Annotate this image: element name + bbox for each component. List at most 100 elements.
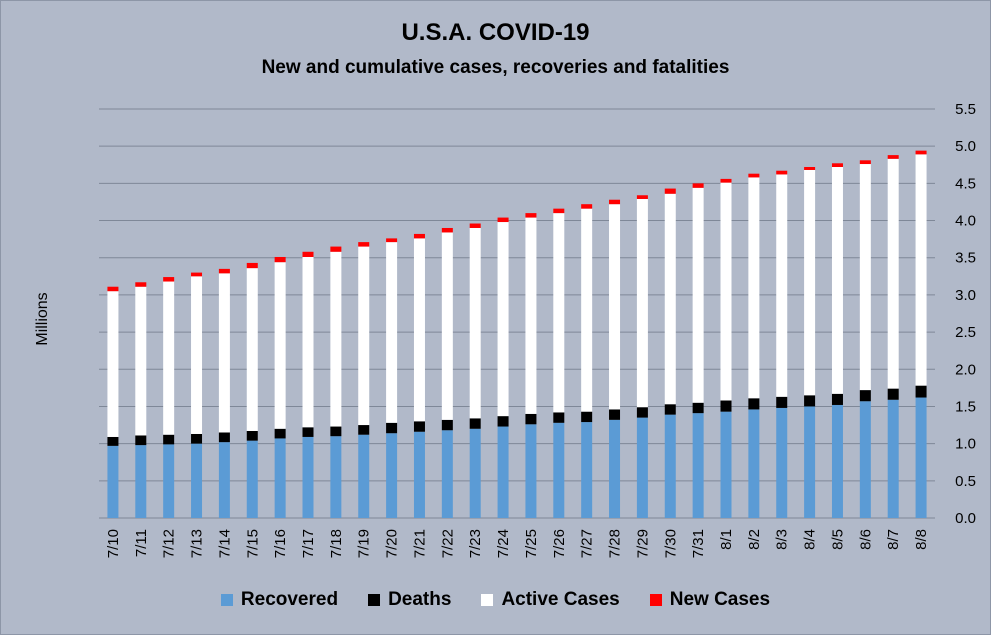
bar-segment-new-cases bbox=[386, 238, 398, 243]
bar-segment-recovered bbox=[748, 409, 760, 518]
bar-segment-deaths bbox=[859, 390, 871, 402]
bar-stack-7-11 bbox=[135, 282, 147, 518]
bar-segment-active-cases bbox=[330, 251, 342, 427]
bar-segment-recovered bbox=[135, 445, 147, 518]
bar-segment-new-cases bbox=[302, 251, 314, 257]
bar-segment-active-cases bbox=[191, 276, 203, 434]
bar-segment-new-cases bbox=[135, 282, 147, 287]
bar-segment-recovered bbox=[469, 428, 481, 518]
bar-segment-active-cases bbox=[636, 198, 648, 408]
legend-item-new-cases: New Cases bbox=[649, 589, 771, 611]
legend-item-active-cases: Active Cases bbox=[481, 589, 620, 611]
bar-stack-8-4 bbox=[804, 167, 816, 518]
bar-stack-8-3 bbox=[776, 170, 788, 518]
bar-segment-new-cases bbox=[831, 163, 843, 168]
bar-stack-7-16 bbox=[274, 256, 286, 518]
x-tick-label: 7/11 bbox=[133, 529, 150, 557]
bar-segment-recovered bbox=[218, 442, 230, 518]
bar-segment-new-cases bbox=[887, 155, 899, 159]
x-tick-label: 8/1 bbox=[718, 529, 735, 550]
bar-segment-new-cases bbox=[664, 188, 676, 194]
x-tick-labels: 7/10 7/11 7/12 7/13 7/14 7/15 7/16 7/17 7/18 7/19… bbox=[105, 529, 930, 558]
bar-segment-recovered bbox=[497, 426, 509, 518]
bar-segment-active-cases bbox=[274, 262, 286, 429]
y-tick-label: 1.0 bbox=[955, 436, 976, 453]
legend-swatch bbox=[368, 594, 381, 606]
x-tick-label: 7/24 bbox=[495, 529, 512, 558]
bar-segment-deaths bbox=[441, 419, 453, 431]
bar-segment-active-cases bbox=[553, 213, 565, 413]
bar-segment-active-cases bbox=[581, 208, 593, 412]
x-tick-label: 7/17 bbox=[300, 529, 317, 558]
bar-segment-new-cases bbox=[330, 246, 342, 252]
legend-item-deaths: Deaths bbox=[368, 589, 451, 611]
bar-segment-deaths bbox=[525, 413, 537, 425]
bar-segment-deaths bbox=[636, 407, 648, 418]
x-tick-label: 7/29 bbox=[634, 529, 651, 558]
bar-segment-active-cases bbox=[163, 281, 175, 435]
x-tick-label: 8/3 bbox=[774, 529, 791, 550]
bar-segment-deaths bbox=[497, 416, 509, 427]
bar-segment-active-cases bbox=[692, 187, 704, 403]
bar-segment-recovered bbox=[441, 430, 453, 518]
bar-segment-recovered bbox=[636, 417, 648, 518]
bar-stack-7-27 bbox=[581, 204, 593, 518]
bar-segment-deaths bbox=[776, 396, 788, 408]
bar-segment-active-cases bbox=[859, 164, 871, 391]
legend-label: Active Cases bbox=[501, 589, 620, 610]
bar-segment-deaths bbox=[302, 427, 314, 437]
bar-segment-new-cases bbox=[413, 233, 425, 239]
legend-item-recovered: Recovered bbox=[220, 589, 339, 611]
y-tick-label: 2.0 bbox=[955, 361, 976, 378]
bar-segment-recovered bbox=[386, 433, 398, 518]
bar-segment-deaths bbox=[804, 395, 816, 407]
legend-label: New Cases bbox=[669, 589, 771, 610]
y-tick-label: 0.5 bbox=[955, 473, 976, 490]
bar-stack-7-14 bbox=[218, 268, 230, 518]
bar-segment-active-cases bbox=[748, 177, 760, 399]
bar-segment-recovered bbox=[413, 431, 425, 518]
bar-segment-new-cases bbox=[748, 173, 760, 178]
bar-segment-recovered bbox=[191, 443, 203, 518]
x-tick-label: 7/10 bbox=[105, 529, 122, 558]
bar-stack-7-25 bbox=[525, 213, 537, 518]
legend-swatch bbox=[481, 594, 494, 606]
bar-segment-new-cases bbox=[692, 183, 704, 188]
bar-stack-7-17 bbox=[302, 251, 314, 518]
bar-segment-deaths bbox=[553, 412, 565, 423]
bar-segment-recovered bbox=[664, 414, 676, 518]
bar-segment-deaths bbox=[692, 402, 704, 414]
bar-segment-new-cases bbox=[441, 227, 453, 233]
y-tick-label: 3.0 bbox=[955, 287, 976, 304]
bar-segment-new-cases bbox=[274, 256, 286, 263]
bar-segment-new-cases bbox=[776, 170, 788, 175]
x-tick-label: 7/28 bbox=[607, 529, 624, 558]
bar-segment-deaths bbox=[748, 398, 760, 410]
bar-stack-7-24 bbox=[497, 217, 509, 518]
bar-segment-new-cases bbox=[720, 178, 732, 183]
bar-stack-7-23 bbox=[469, 223, 481, 518]
x-tick-label: 8/4 bbox=[802, 529, 819, 550]
bar-stack-7-31 bbox=[692, 183, 704, 518]
legend-label: Recovered bbox=[240, 589, 339, 610]
bar-segment-recovered bbox=[831, 404, 843, 518]
y-tick-label: 4.0 bbox=[955, 213, 976, 230]
x-tick-label: 8/6 bbox=[857, 529, 874, 550]
bar-stack-7-19 bbox=[358, 242, 370, 518]
bar-segment-active-cases bbox=[720, 182, 732, 401]
y-tick-label: 4.5 bbox=[955, 175, 976, 192]
bar-stack-8-2 bbox=[748, 173, 760, 518]
bar-segment-new-cases bbox=[581, 204, 593, 209]
bar-segment-recovered bbox=[581, 422, 593, 518]
bar-segment-recovered bbox=[107, 445, 119, 518]
bar-segment-recovered bbox=[915, 397, 927, 518]
bar-stack-7-26 bbox=[553, 208, 565, 518]
bar-stack-7-30 bbox=[664, 188, 676, 518]
bar-segment-recovered bbox=[887, 399, 899, 518]
x-tick-label: 7/12 bbox=[161, 529, 178, 558]
y-tick-label: 0.0 bbox=[955, 510, 976, 527]
bar-stack-7-21 bbox=[413, 233, 425, 518]
y-tick-label: 2.5 bbox=[955, 324, 976, 341]
